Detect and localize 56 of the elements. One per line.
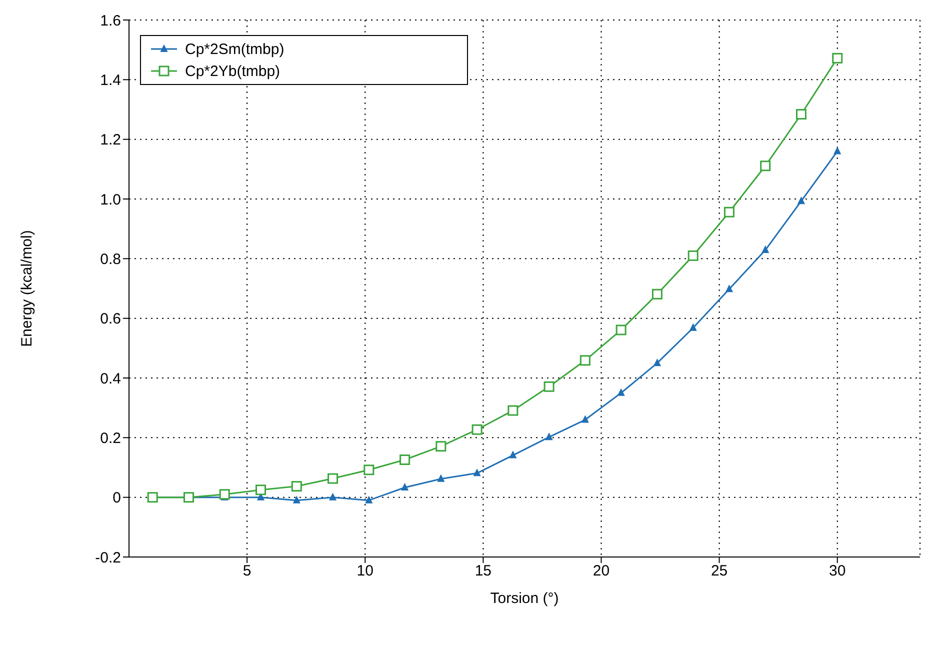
point	[364, 464, 374, 476]
point	[726, 285, 733, 292]
point	[616, 324, 626, 336]
point	[329, 493, 336, 500]
point	[183, 492, 194, 503]
point	[582, 416, 589, 423]
point	[724, 206, 734, 218]
point	[798, 197, 805, 204]
y-tick-label: 0.2	[100, 430, 121, 447]
x-tick-label: 20	[592, 562, 610, 580]
y-tick-label: 1.0	[100, 191, 121, 208]
x-axis-title: Torsion (°)	[490, 590, 559, 607]
point	[474, 469, 481, 476]
point	[256, 484, 266, 496]
point	[365, 496, 372, 504]
x-tick-label: 25	[710, 562, 728, 580]
point	[654, 359, 661, 366]
point	[580, 355, 590, 366]
point	[652, 288, 662, 300]
x-tick-label: 5	[242, 562, 252, 580]
point	[796, 109, 806, 120]
point	[147, 492, 158, 503]
point	[328, 473, 338, 484]
point	[544, 381, 554, 392]
legend-label: Cp*2Sm(tmbp)	[185, 40, 284, 58]
point	[436, 441, 446, 452]
point	[401, 483, 408, 490]
point	[437, 474, 444, 482]
x-tick-label: 30	[829, 562, 846, 580]
x-tick-label: 10	[356, 562, 374, 580]
legend-label: Cp*2Yb(tmbp)	[185, 62, 280, 80]
y-tick-label: 0.8	[100, 250, 121, 268]
point	[618, 388, 625, 396]
point	[293, 496, 300, 504]
y-tick-label: 0.6	[100, 310, 121, 328]
point	[832, 52, 843, 64]
y-tick-label: 1.6	[100, 12, 121, 30]
point	[762, 246, 769, 254]
y-tick-label: 0	[112, 490, 121, 507]
point	[834, 147, 841, 154]
point	[760, 160, 771, 172]
y-tick-label: 0.4	[100, 370, 121, 388]
point	[400, 454, 410, 465]
point	[291, 481, 302, 492]
point	[690, 324, 697, 331]
point	[546, 433, 553, 440]
y-tick-label: 1.2	[100, 132, 121, 149]
point	[508, 405, 518, 416]
point	[472, 424, 482, 435]
point	[509, 451, 516, 458]
y-tick-label: -0.2	[95, 549, 121, 566]
point	[688, 250, 698, 261]
y-tick-label: 1.4	[100, 72, 121, 89]
x-tick-label: 15	[474, 562, 492, 580]
y-axis-title: Energy (kcal/mol)	[18, 230, 36, 347]
point	[219, 489, 230, 500]
